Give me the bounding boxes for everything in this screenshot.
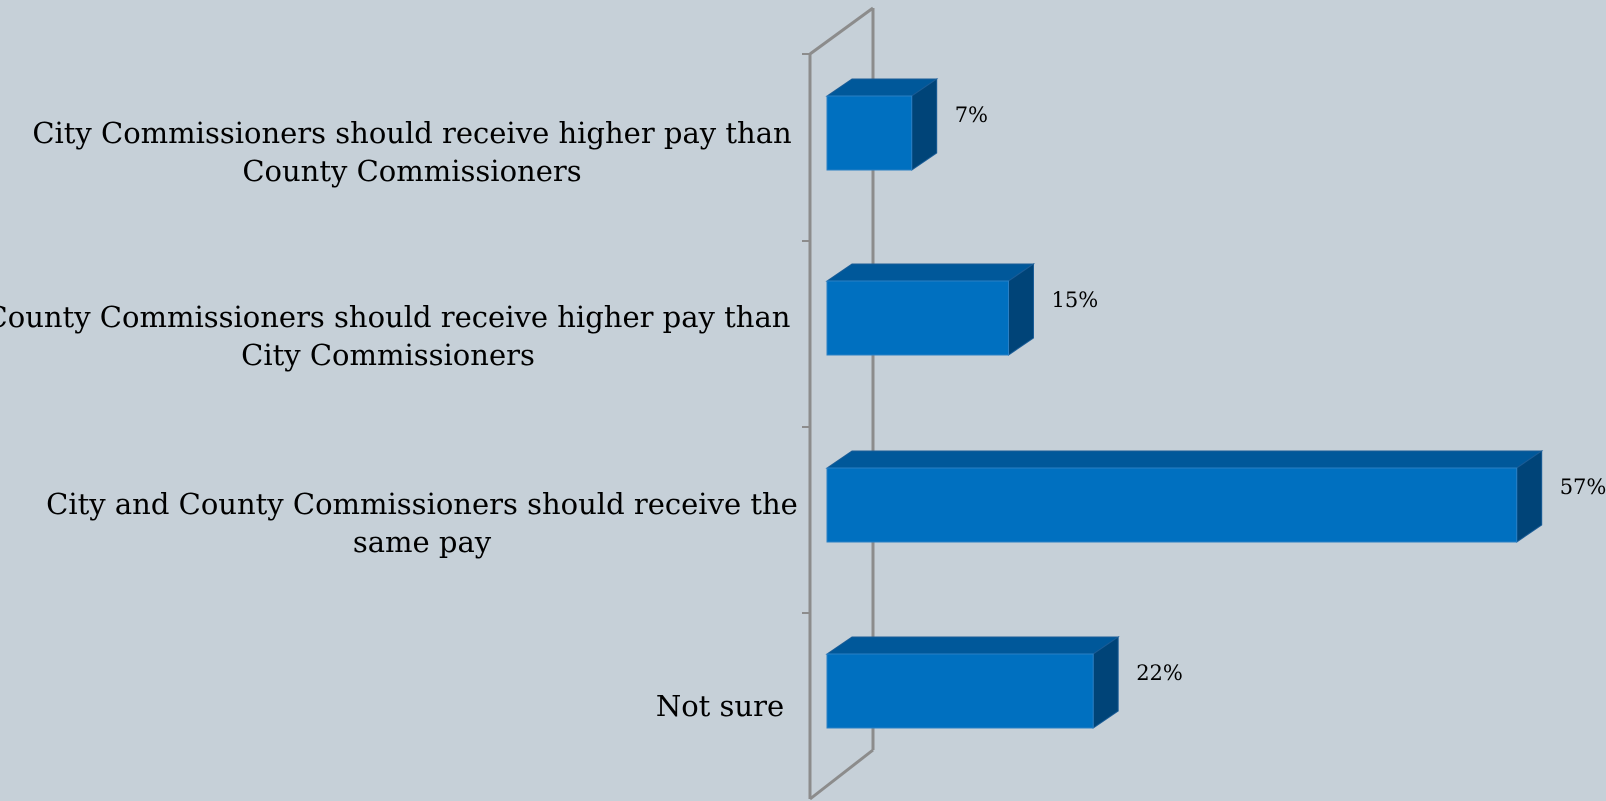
- bar: [825, 263, 1036, 356]
- category-label: same pay: [353, 525, 492, 559]
- value-label: 57%: [1560, 475, 1606, 499]
- category-label: County Commissioners: [242, 154, 581, 188]
- category-label: City and County Commissioners should rec…: [46, 487, 798, 521]
- category-label: City Commissioners should receive higher…: [32, 116, 791, 150]
- axis-bottom-edge: [809, 748, 874, 801]
- bar-front-face: [826, 95, 913, 171]
- axis-top-edge: [809, 6, 874, 56]
- bar: [825, 450, 1544, 543]
- value-label: 22%: [1136, 661, 1183, 685]
- bar-top-face: [825, 263, 1036, 282]
- bar-top-face: [825, 450, 1544, 469]
- category-label: City Commissioners: [241, 338, 535, 372]
- value-label: 15%: [1052, 288, 1099, 312]
- bar-front-face: [826, 653, 1094, 729]
- bar-top-face: [825, 636, 1120, 655]
- category-label: County Commissioners should receive high…: [0, 300, 790, 334]
- bar-front-face: [826, 467, 1518, 543]
- bar: [825, 78, 939, 171]
- labels: 7% 15% 57% 22% City Commissioners should rec…: [0, 103, 1606, 723]
- bars: [825, 78, 1544, 729]
- value-label: 7%: [955, 103, 988, 127]
- category-label: Not sure: [656, 689, 784, 723]
- bar-front-face: [826, 280, 1009, 356]
- bar: [825, 636, 1120, 729]
